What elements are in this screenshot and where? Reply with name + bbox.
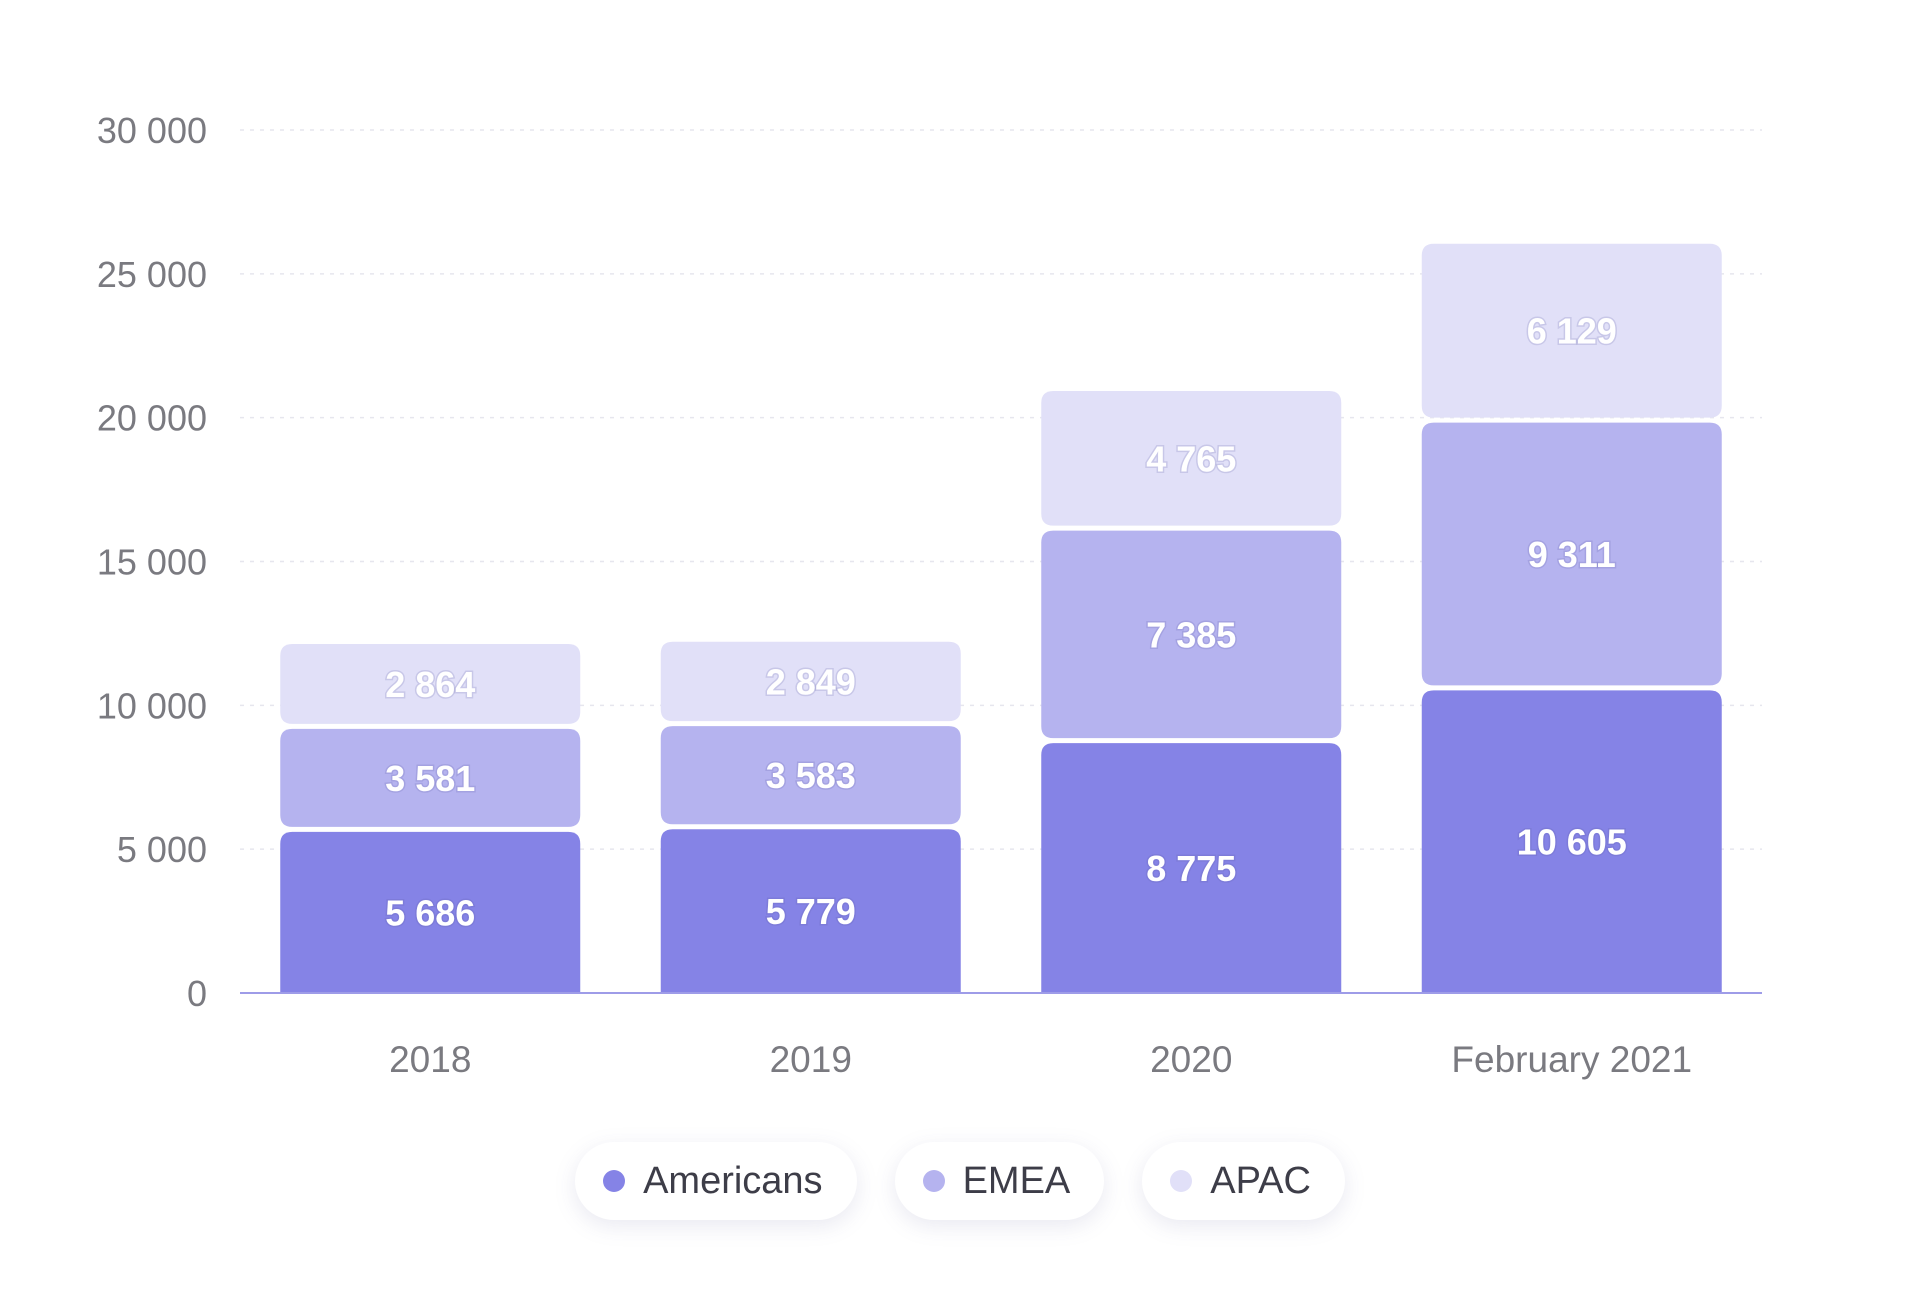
bar-data-label: 2 849 — [766, 661, 856, 702]
x-category-label: February 2021 — [1451, 1039, 1692, 1080]
legend-swatch-icon — [603, 1170, 626, 1192]
bar-segment-americans-2 — [1041, 743, 1342, 993]
x-axis-labels: 2018 2019 2020 February 2021 — [389, 1039, 1692, 1080]
bar-segment-americans-0 — [280, 831, 581, 993]
bar-segment-apac-2 — [1041, 391, 1342, 526]
bar-data-label: 5 686 — [385, 892, 475, 933]
stacked-bar-chart: 0 5 000 10 000 15 000 20 000 25 000 30 000 5 6… — [97, 110, 1762, 1080]
y-tick-label: 30 000 — [97, 110, 207, 151]
legend-item-americans[interactable]: Americans — [575, 1142, 857, 1220]
y-tick-label: 5 000 — [117, 829, 207, 870]
bar-segment-apac-1 — [660, 641, 961, 722]
bars: 5 686 3 581 2 864 5 779 3 583 2 849 8 775 7 385… — [280, 243, 1722, 993]
bar-segment-apac-3 — [1421, 243, 1722, 418]
bar-segment-apac-0 — [280, 644, 581, 724]
bar-segment-emea-1 — [660, 726, 961, 825]
bar-data-label: 3 581 — [385, 758, 475, 799]
bar-data-label: 2 864 — [385, 664, 475, 705]
bar-segment-emea-0 — [280, 728, 581, 827]
legend-label: EMEA — [962, 1159, 1071, 1202]
y-tick-label: 20 000 — [97, 398, 207, 439]
legend-item-apac[interactable]: APAC — [1142, 1142, 1345, 1220]
legend: Americans EMEA APAC — [0, 1142, 1920, 1220]
legend-swatch-icon — [922, 1170, 945, 1192]
bar-data-label: 4 765 — [1146, 438, 1236, 479]
y-tick-label: 25 000 — [97, 254, 207, 295]
legend-item-emea[interactable]: EMEA — [894, 1142, 1105, 1220]
y-tick-label: 15 000 — [97, 542, 207, 583]
y-axis-ticks: 0 5 000 10 000 15 000 20 000 25 000 30 000 — [97, 110, 207, 1014]
bar-data-label: 9 311 — [1528, 534, 1616, 575]
legend-label: Americans — [643, 1159, 823, 1202]
legend-label: APAC — [1210, 1159, 1311, 1202]
bar-segment-americans-3 — [1421, 690, 1722, 993]
bar-data-label: 5 779 — [766, 891, 856, 932]
bar-segment-emea-2 — [1041, 530, 1342, 739]
legend-swatch-icon — [1170, 1170, 1193, 1192]
x-category-label: 2018 — [389, 1039, 471, 1080]
bar-segment-emea-3 — [1421, 422, 1722, 686]
y-tick-label: 10 000 — [97, 685, 207, 726]
bar-segment-americans-1 — [660, 829, 961, 993]
bar-data-label: 8 775 — [1146, 848, 1236, 889]
bar-data-label: 3 583 — [766, 755, 856, 796]
x-category-label: 2020 — [1150, 1039, 1232, 1080]
bar-data-label: 7 385 — [1146, 614, 1236, 655]
x-category-label: 2019 — [770, 1039, 852, 1080]
bar-data-label: 6 129 — [1527, 311, 1617, 352]
y-tick-label: 0 — [187, 973, 207, 1014]
bar-data-label: 10 605 — [1517, 822, 1627, 863]
